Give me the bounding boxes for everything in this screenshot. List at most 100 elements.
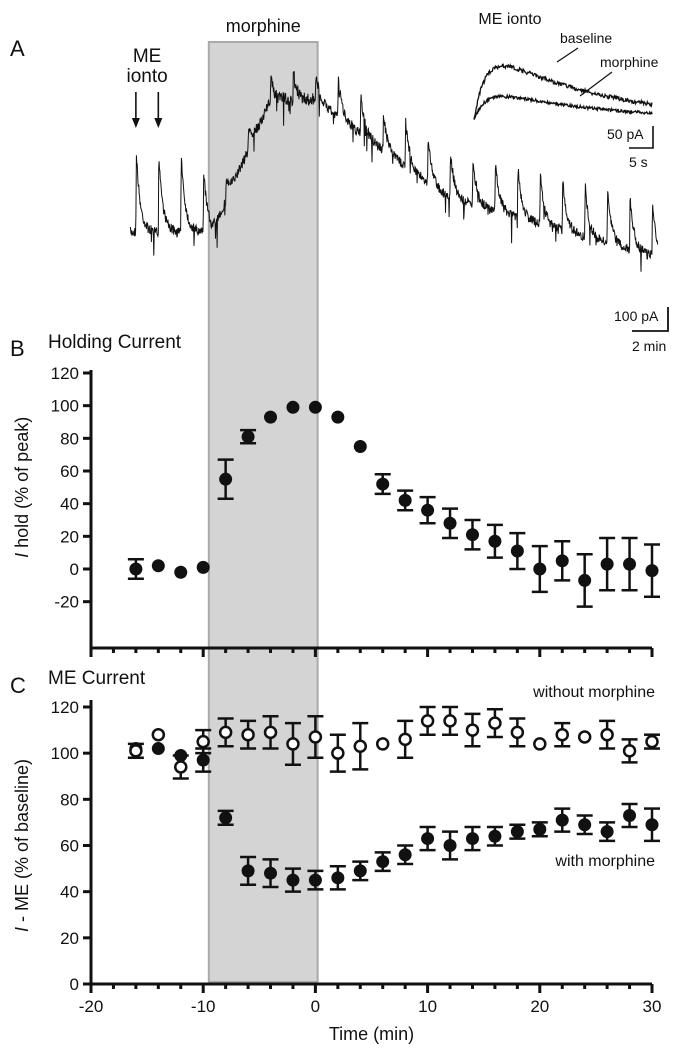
panel-b-y-tick-label: 120: [51, 364, 79, 383]
panel-b-point: [578, 573, 592, 587]
panel-c-y-tick-label: 120: [51, 698, 79, 717]
panel-b-y-tick-label: 40: [60, 495, 79, 514]
panel-c-y-tick-label: 20: [60, 929, 79, 948]
inset-baseline-label: baseline: [560, 30, 612, 46]
panel-c-without-point: [241, 727, 255, 742]
panel-c-with-point: [443, 839, 457, 852]
panel-b-letter: B: [10, 336, 25, 361]
panel-c-y-tick-label: 40: [60, 883, 79, 902]
panel-c: C ME Current I - ME (% of baseline) with…: [10, 668, 661, 1044]
panel-c-without-point: [488, 716, 502, 730]
panel-b-point: [510, 544, 524, 558]
panel-c-with-point: [510, 825, 524, 839]
panel-b-point: [376, 477, 390, 491]
annotation-without-morphine: without morphine: [532, 684, 655, 701]
me-arrowhead-1: [131, 118, 140, 128]
panel-b-point: [353, 440, 367, 453]
panel-c-with-point: [308, 873, 322, 887]
panel-c-without-point: [375, 737, 390, 751]
inset-traces: ME ionto baseline morphine 50 pA 5 s: [473, 11, 659, 170]
panel-c-with-point: [151, 742, 165, 756]
panel-c-letter: C: [10, 673, 26, 698]
panel-c-with-point: [219, 811, 233, 825]
panel-c-points: [127, 705, 660, 893]
panel-c-with-point: [196, 753, 210, 767]
panel-b-point: [151, 559, 165, 573]
panel-b-point: [241, 430, 255, 444]
panel-b-point: [600, 557, 614, 571]
panel-c-with-point: [376, 855, 390, 869]
inset-title: ME ionto: [478, 11, 541, 28]
panel-c-with-point: [398, 848, 412, 862]
panel-b-point: [264, 410, 278, 424]
panel-b-ylabel-italic: I: [12, 553, 32, 558]
panel-c-with-point: [600, 825, 614, 839]
panel-b-point: [331, 410, 345, 424]
inset-scale-x-label: 5 s: [629, 154, 648, 170]
panel-c-without-point: [465, 723, 480, 737]
panel-b-ylabel-rest: hold (% of peak): [12, 417, 32, 553]
panel-c-without-point: [577, 730, 592, 744]
panel-b-y-tick-label: 100: [51, 397, 79, 416]
panel-c-with-point: [353, 864, 367, 878]
panel-b-y-tick-label: 20: [60, 527, 79, 546]
panel-b-point: [398, 493, 412, 507]
panel-c-y-tick-label: 0: [70, 975, 79, 994]
panel-c-without-point: [443, 714, 457, 728]
panel-c-with-point: [286, 873, 300, 887]
panel-c-without-point: [398, 732, 412, 747]
panel-c-axes: 0 20 40 60 80 100 120 -20 -10 0 10 20 30: [51, 698, 662, 1016]
panel-b-point: [286, 400, 300, 414]
panel-b-ylabel: I hold (% of peak): [12, 417, 32, 558]
panel-c-ylabel-italic: I: [12, 927, 32, 932]
panel-b-point: [308, 400, 322, 414]
trace-scale-bar: [632, 307, 669, 332]
panel-c-with-point: [465, 832, 479, 846]
panel-c-ylabel: I - ME (% of baseline): [12, 759, 32, 932]
panel-c-without-point: [129, 744, 143, 758]
panel-c-without-point: [151, 727, 166, 742]
panel-c-without-point: [533, 737, 547, 751]
panel-c-without-point: [353, 739, 368, 753]
inset-scale-y-label: 50 pA: [607, 126, 644, 142]
panel-b-point: [623, 557, 637, 571]
panel-c-without-point: [555, 727, 569, 742]
panel-b-y-tick-label: 0: [70, 560, 79, 579]
panel-b: B Holding Current I hold (% of peak) -20…: [10, 332, 660, 657]
panel-c-without-point: [263, 725, 278, 740]
panel-c-with-point: [533, 822, 547, 836]
panel-c-without-point: [600, 727, 614, 742]
panel-c-without-point: [645, 734, 659, 749]
inset-morphine-arrow: [579, 71, 613, 97]
panel-c-with-point: [623, 808, 637, 822]
panel-b-point: [219, 472, 233, 486]
panel-c-without-point: [420, 714, 435, 728]
panel-c-with-point: [645, 818, 659, 832]
morphine-period-shade: [207, 41, 319, 983]
panel-c-with-point: [241, 864, 255, 878]
panel-c-ylabel-rest: - ME (% of baseline): [12, 759, 32, 927]
me-ionto-label-line2: ionto: [126, 66, 167, 87]
panel-b-point: [555, 554, 569, 568]
panel-c-without-point: [286, 737, 300, 751]
panel-c-without-point: [622, 744, 637, 758]
panel-b-point: [488, 534, 502, 548]
inset-scale-bar: [629, 126, 654, 149]
panel-a-letter: A: [10, 36, 25, 61]
inset-baseline-arrow: [556, 47, 579, 63]
panel-c-y-tick-label: 80: [60, 790, 79, 809]
panel-b-point: [174, 565, 188, 579]
panel-b-y-tick-label: 80: [60, 429, 79, 448]
panel-c-y-tick-label: 100: [51, 744, 79, 763]
me-arrowhead-2: [154, 118, 163, 128]
panel-c-x-tick-label: -20: [79, 997, 104, 1016]
panel-c-x-tick-label: 20: [530, 997, 549, 1016]
morphine-label: morphine: [226, 16, 301, 36]
panel-c-without-point: [218, 725, 233, 740]
annotation-with-morphine: with morphine: [554, 853, 655, 870]
panel-c-with-point: [264, 866, 278, 880]
panel-a: A ME ionto ME ionto baseline morphine 50…: [10, 11, 669, 354]
panel-b-point: [443, 516, 457, 530]
scale-x-label: 2 min: [632, 338, 666, 354]
panel-b-y-tick-label: -20: [54, 593, 79, 612]
